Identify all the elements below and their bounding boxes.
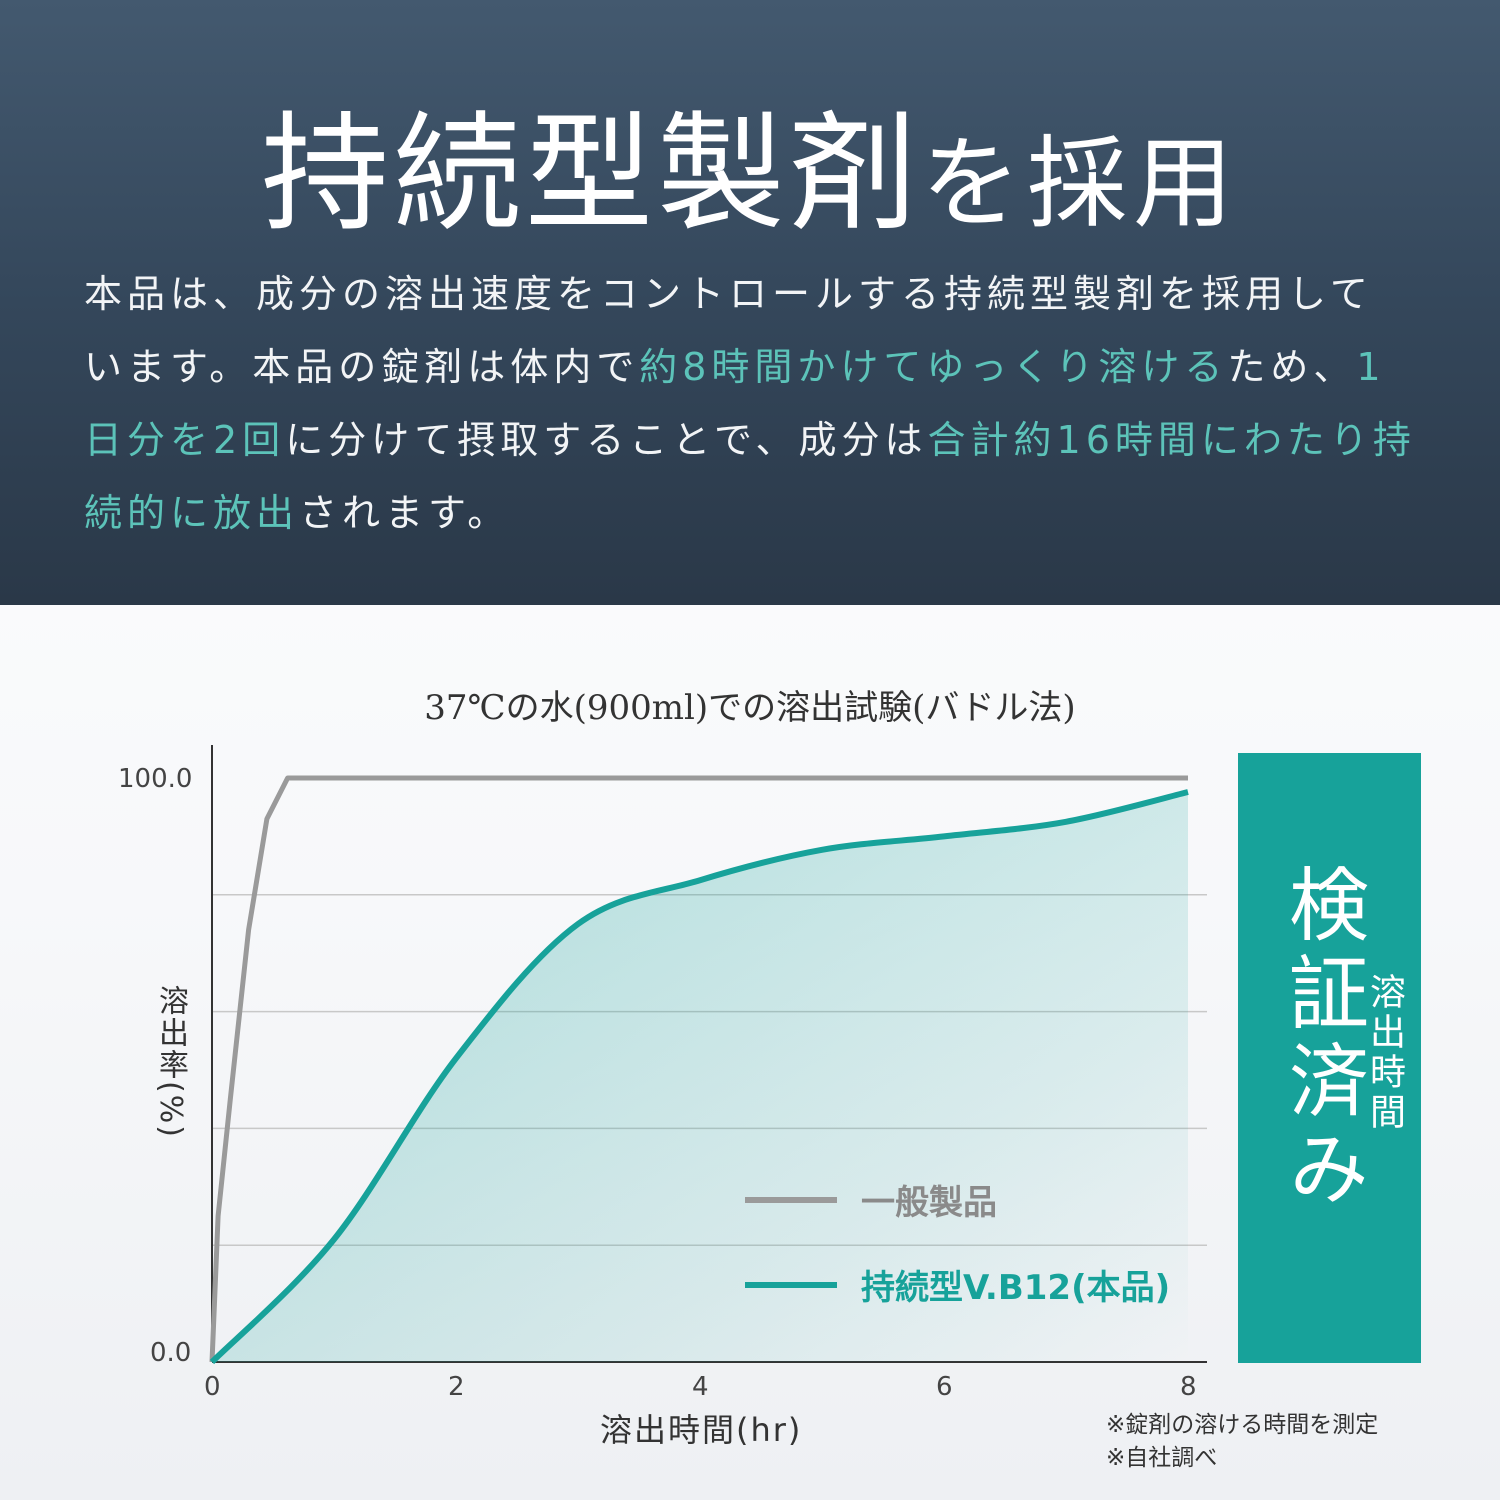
paragraph-line: 日分を2回に分けて摂取することで、成分は合計約16時間にわたり持 <box>84 404 1444 477</box>
chart-title: 37℃の水(900ml)での溶出試験(バドル法) <box>424 688 1076 728</box>
y-tick-label: 0.0 <box>150 1338 192 1368</box>
body-text: ため、 <box>1227 345 1357 389</box>
paragraph-line: 本品は、成分の溶出速度をコントロールする持続型製剤を採用して <box>84 258 1444 331</box>
highlight-text: 合計約16時間にわたり持 <box>927 418 1416 462</box>
page-title: 持続型製剤を採用 <box>0 70 1500 255</box>
body-text: に分けて摂取することで、成分は <box>285 418 928 462</box>
description-paragraph: 本品は、成分の溶出速度をコントロールする持続型製剤を採用して います。本品の錠剤は… <box>84 258 1444 550</box>
verified-badge: 検証済み 溶出時間 <box>1238 753 1421 1363</box>
x-tick-label: 4 <box>692 1372 709 1402</box>
x-axis-label: 溶出時間(hr) <box>600 1411 803 1449</box>
verified-text: 検証済み <box>1276 863 1369 1215</box>
highlight-text: 1 <box>1356 345 1386 389</box>
y-tick-label: 100.0 <box>118 764 193 794</box>
highlight-text: 日分を2回 <box>84 418 286 462</box>
legend-swatch <box>745 1196 837 1203</box>
title-main: 持続型製剤 <box>260 100 921 249</box>
x-tick-label: 8 <box>1180 1372 1197 1402</box>
footnote: ※自社調べ <box>1106 1445 1218 1471</box>
legend-swatch <box>745 1281 837 1288</box>
footnote: ※錠剤の溶ける時間を測定 <box>1106 1412 1379 1438</box>
body-text: います。本品の錠剤は体内で <box>84 345 640 389</box>
series-line-product <box>209 789 1189 1365</box>
highlight-text: 約8時間かけてゆっくり溶ける <box>639 345 1228 389</box>
legend-label: 一般製品 <box>861 1183 997 1223</box>
highlight-text: 続的に放出 <box>84 491 300 535</box>
paragraph-line: います。本品の錠剤は体内で約8時間かけてゆっくり溶けるため、1 <box>84 331 1444 404</box>
x-tick-label: 2 <box>448 1372 465 1402</box>
legend-item-product: 持続型V.B12(本品) <box>745 1260 1170 1309</box>
series-area <box>212 792 1188 1362</box>
title-suffix: を採用 <box>921 125 1239 242</box>
paragraph-line: 続的に放出されます。 <box>84 477 1444 550</box>
legend-item-general: 一般製品 <box>745 1175 997 1224</box>
x-tick-label: 0 <box>204 1372 221 1402</box>
y-axis-label: 溶出率(%) <box>153 985 188 1139</box>
hero-banner: 持続型製剤を採用 本品は、成分の溶出速度をコントロールする持続型製剤を採用してい… <box>0 0 1500 605</box>
series-line-general <box>209 775 1188 1363</box>
body-text: されます。 <box>299 491 511 535</box>
body-text: 本品は、成分の溶出速度をコントロールする持続型製剤を採用して <box>84 272 1373 316</box>
x-tick-label: 6 <box>936 1372 953 1402</box>
verified-subtext: 溶出時間 <box>1364 973 1405 1133</box>
legend-label: 持続型V.B12(本品) <box>861 1268 1171 1308</box>
